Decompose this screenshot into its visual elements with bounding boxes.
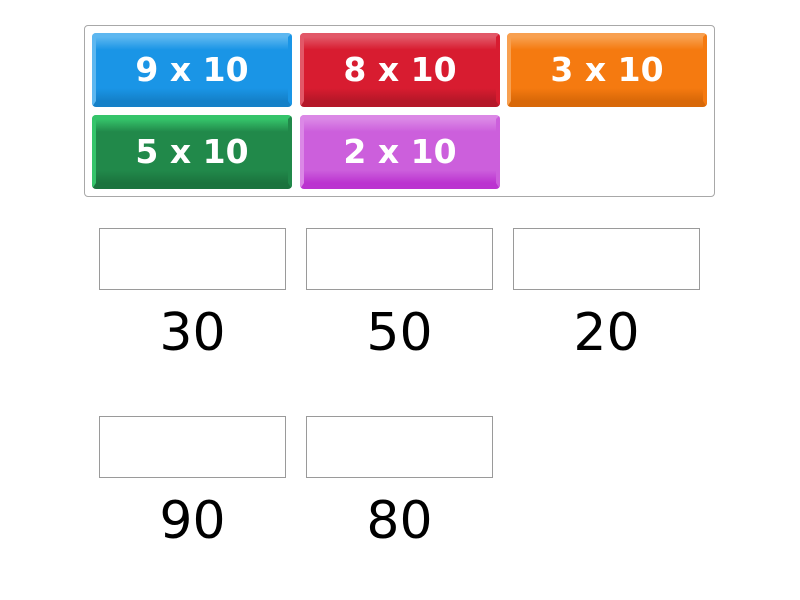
tile-label: 8 x 10: [343, 49, 457, 89]
drop-zone[interactable]: [306, 228, 493, 290]
draggable-tile[interactable]: 9 x 10: [92, 33, 292, 107]
drop-zone[interactable]: [513, 228, 700, 290]
drop-zone[interactable]: [99, 416, 286, 478]
drop-zone[interactable]: [306, 416, 493, 478]
answer-label: 20: [573, 303, 640, 363]
draggable-tile[interactable]: 8 x 10: [300, 33, 500, 107]
answer-label: 90: [159, 491, 226, 551]
draggable-tile[interactable]: 3 x 10: [507, 33, 707, 107]
tile-label: 9 x 10: [135, 49, 249, 89]
draggable-tile[interactable]: 2 x 10: [300, 115, 500, 189]
answer-label: 50: [366, 303, 433, 363]
answer-label: 80: [366, 491, 433, 551]
tile-label: 2 x 10: [343, 131, 457, 171]
drop-zone[interactable]: [99, 228, 286, 290]
tile-label: 3 x 10: [550, 49, 664, 89]
tile-label: 5 x 10: [135, 131, 249, 171]
answer-label: 30: [159, 303, 226, 363]
tile-tray: [84, 25, 715, 197]
draggable-tile[interactable]: 5 x 10: [92, 115, 292, 189]
